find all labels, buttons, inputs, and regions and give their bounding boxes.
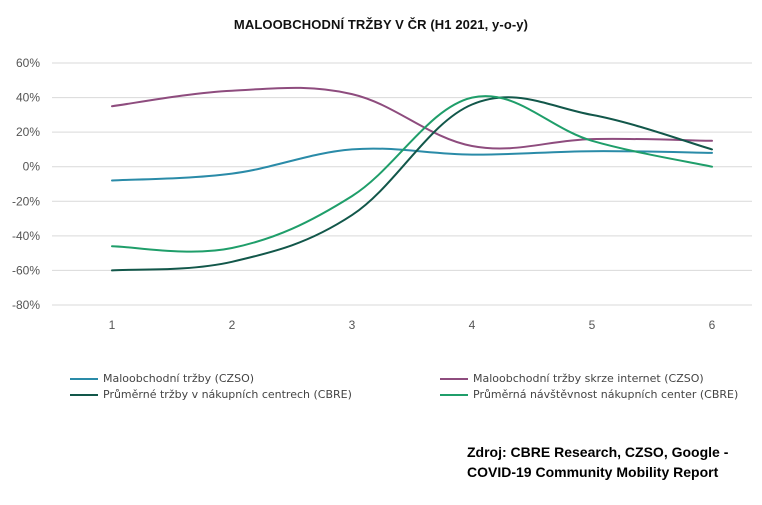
y-tick-label: 40% (16, 91, 40, 105)
x-tick-label: 2 (229, 318, 236, 332)
line-chart: 60% 40% 20% 0% -20% -40% -60% -80% 1 2 3 4 5 6 (12, 56, 752, 332)
y-tick-label: -60% (12, 263, 40, 277)
series-line-internet-sales (111, 86, 713, 150)
legend-swatch (440, 393, 468, 396)
legend-item-internet-sales: Maloobchodní tržby skrze internet (CZSO) (440, 372, 704, 385)
legend-item-mall-sales: Průměrné tržby v nákupních centrech (CBR… (70, 388, 352, 401)
legend-label: Maloobchodní tržby skrze internet (CZSO) (473, 372, 704, 385)
y-tick-label: 0% (23, 160, 41, 174)
legend-swatch (440, 377, 468, 380)
legend-item-mall-footfall: Průměrná návštěvnost nákupních center (C… (440, 388, 738, 401)
legend-swatch (70, 377, 98, 380)
legend-label: Průměrná návštěvnost nákupních center (C… (473, 388, 739, 401)
legend-item-retail-sales: Maloobchodní tržby (CZSO) (70, 372, 254, 385)
x-tick-label: 5 (589, 318, 596, 332)
series-line-retail-sales (111, 147, 713, 182)
series-line-mall-footfall (111, 95, 713, 253)
chart-title: MALOOBCHODNÍ TRŽBY V ČR (H1 2021, y-o-y) (233, 17, 529, 32)
x-tick-label: 1 (109, 318, 116, 332)
x-tick-label: 6 (709, 318, 716, 332)
source-line-1: Zdroj: CBRE Research, CZSO, Google - (467, 444, 729, 460)
y-tick-label: -20% (12, 194, 40, 208)
source-note: Zdroj: CBRE Research, CZSO, Google - COV… (467, 442, 728, 482)
legend-swatch (70, 393, 98, 396)
series-line-mall-sales (111, 96, 713, 272)
y-axis-ticks: 60% 40% 20% 0% -20% -40% -60% -80% (12, 56, 40, 312)
y-tick-label: 20% (16, 125, 40, 139)
legend-label: Průměrné tržby v nákupních centrech (CBR… (103, 388, 352, 401)
series-lines (111, 86, 713, 272)
legend-label: Maloobchodní tržby (CZSO) (103, 372, 255, 385)
y-tick-label: -40% (12, 229, 40, 243)
source-line-2: COVID-19 Community Mobility Report (467, 464, 719, 480)
x-axis-ticks: 1 2 3 4 5 6 (109, 318, 716, 332)
x-tick-label: 3 (349, 318, 356, 332)
x-tick-label: 4 (469, 318, 476, 332)
y-tick-label: -80% (12, 298, 40, 312)
y-tick-label: 60% (16, 56, 40, 70)
